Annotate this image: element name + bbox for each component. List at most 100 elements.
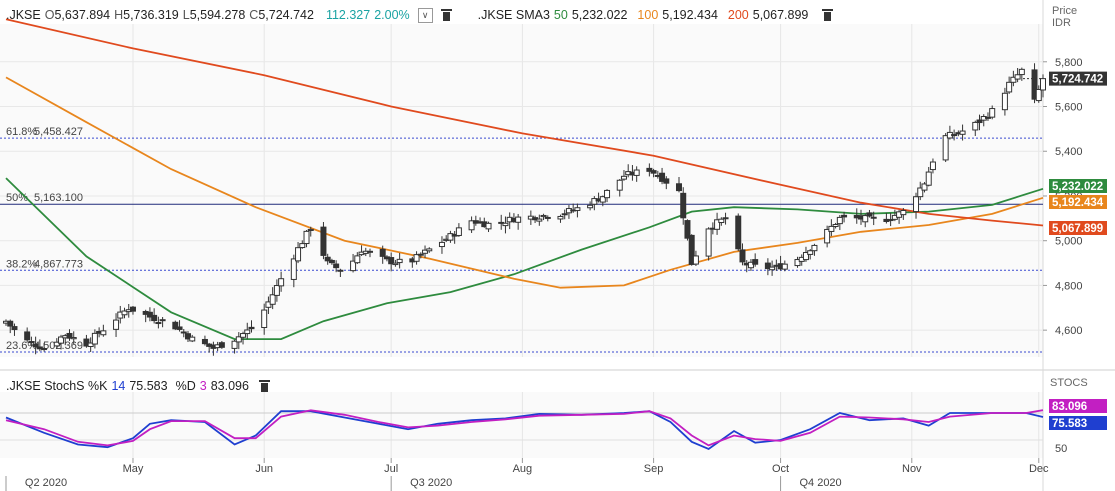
candle-body bbox=[273, 285, 280, 296]
candle bbox=[422, 245, 429, 258]
candle bbox=[66, 329, 73, 341]
sma50-value-tag-bg bbox=[1049, 179, 1107, 193]
candle-body bbox=[485, 222, 492, 230]
candle bbox=[544, 215, 551, 222]
candle bbox=[663, 176, 670, 190]
candle bbox=[692, 250, 699, 266]
quarter-label: Q3 2020 bbox=[410, 477, 452, 489]
stoch_d-line bbox=[5, 409, 1044, 447]
candle-body bbox=[604, 189, 611, 199]
candle-body bbox=[468, 220, 475, 231]
month-label: Oct bbox=[772, 463, 789, 475]
stoch-pane-header: .JKSE StochS %K 14 75.583 %D 3 83.096 bbox=[6, 376, 274, 396]
candle bbox=[417, 252, 424, 259]
candle bbox=[675, 176, 682, 193]
candle-body bbox=[129, 306, 136, 312]
candle-body bbox=[240, 333, 247, 338]
sma200-value-tag: 5,067.899 bbox=[1052, 223, 1103, 235]
candle-body bbox=[794, 259, 801, 267]
candle bbox=[735, 213, 742, 252]
candle bbox=[929, 158, 936, 174]
candle bbox=[925, 166, 932, 187]
candle bbox=[1001, 87, 1008, 116]
candle-body bbox=[100, 330, 107, 336]
trash-icon[interactable] bbox=[440, 9, 452, 21]
fib-level-value: 4,867.773 bbox=[34, 258, 83, 270]
candle bbox=[591, 196, 598, 211]
candle-body bbox=[24, 331, 31, 341]
candle-body bbox=[53, 341, 60, 347]
candle bbox=[887, 213, 894, 227]
candle bbox=[24, 327, 31, 343]
candle bbox=[447, 230, 454, 243]
candle bbox=[151, 308, 158, 324]
candle-body bbox=[633, 169, 640, 176]
candle bbox=[1035, 85, 1042, 103]
candle-body bbox=[828, 225, 835, 232]
candle bbox=[388, 252, 395, 272]
candle-body bbox=[752, 259, 759, 265]
stoch_d-value-tag-bg bbox=[1049, 399, 1107, 413]
candle-body bbox=[832, 224, 839, 227]
candle bbox=[794, 256, 801, 268]
candle bbox=[176, 320, 183, 332]
last-price-tag: 5,724.742 bbox=[1052, 74, 1103, 86]
candle bbox=[984, 112, 991, 121]
candle-body bbox=[735, 215, 742, 250]
candle bbox=[515, 213, 522, 230]
candle bbox=[113, 313, 120, 337]
candle-body bbox=[802, 252, 809, 261]
candle-body bbox=[913, 196, 920, 213]
price-title: Price bbox=[1052, 5, 1078, 17]
candle bbox=[836, 214, 843, 231]
candle bbox=[604, 189, 611, 203]
sma100-line bbox=[5, 76, 1044, 289]
month-label: Sep bbox=[644, 463, 664, 475]
candle bbox=[841, 211, 848, 223]
quarter-label: Q4 2020 bbox=[799, 477, 841, 489]
chevron-down-icon[interactable]: ∨ bbox=[417, 7, 433, 23]
candle bbox=[972, 120, 979, 136]
candle bbox=[561, 209, 568, 220]
close-value: 5,724.742 bbox=[258, 8, 314, 22]
candle bbox=[146, 307, 153, 322]
candle-body bbox=[350, 260, 357, 272]
candle-body bbox=[1001, 92, 1008, 111]
candle bbox=[718, 217, 725, 226]
candle-body bbox=[1031, 69, 1038, 100]
candle-body bbox=[921, 183, 928, 191]
trash-icon[interactable] bbox=[822, 9, 834, 21]
candle-body bbox=[650, 170, 657, 174]
stoch_d-value-tag: 83.096 bbox=[1052, 401, 1087, 413]
candle-body bbox=[295, 247, 302, 262]
candle-body bbox=[201, 338, 208, 345]
candle bbox=[438, 236, 445, 254]
candle-body bbox=[917, 187, 924, 198]
candle-body bbox=[248, 326, 255, 330]
candle-body bbox=[176, 326, 183, 330]
candle-body bbox=[769, 266, 776, 271]
candle-body bbox=[388, 257, 395, 265]
candle-body bbox=[87, 342, 94, 348]
price-tick-label: 4,800 bbox=[1055, 280, 1083, 292]
candle-body bbox=[718, 218, 725, 224]
candle-body bbox=[417, 253, 424, 256]
fib-level-label: 38.2% bbox=[6, 258, 37, 270]
candle-body bbox=[58, 336, 65, 344]
stoch-label: .JKSE StochS %K bbox=[6, 379, 108, 393]
candle-body bbox=[540, 214, 547, 218]
candle bbox=[307, 226, 314, 237]
candle bbox=[764, 258, 771, 276]
trash-icon[interactable] bbox=[258, 380, 270, 392]
candle bbox=[396, 252, 403, 269]
candle-body bbox=[739, 249, 746, 263]
sma200-value: 5,067.899 bbox=[752, 8, 809, 22]
candle bbox=[299, 240, 306, 249]
candle-body bbox=[455, 227, 462, 236]
candle-body bbox=[747, 261, 754, 269]
candle bbox=[1010, 70, 1017, 87]
candle-body bbox=[121, 310, 128, 316]
candle bbox=[485, 221, 492, 233]
candle-body bbox=[862, 215, 869, 223]
candle bbox=[337, 268, 344, 278]
